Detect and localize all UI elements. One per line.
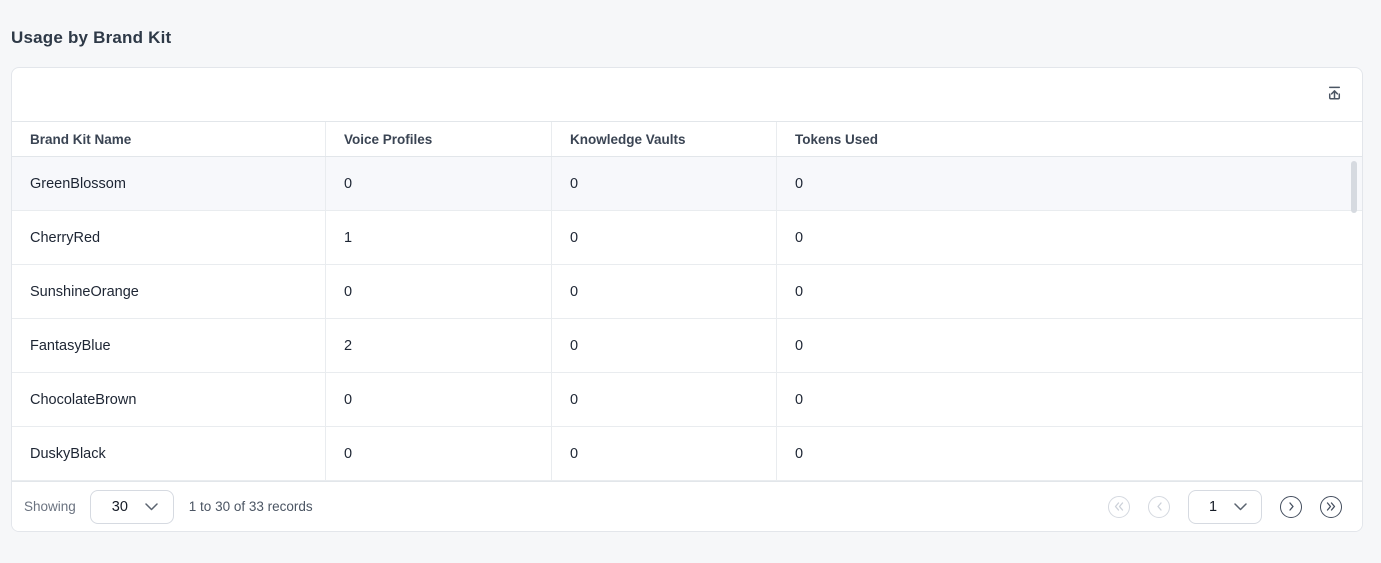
page-title: Usage by Brand Kit: [11, 28, 172, 47]
cell-knowledge-vaults: 0: [552, 319, 777, 372]
column-header-tokens-used: Tokens Used: [795, 131, 879, 147]
first-page-button[interactable]: [1108, 495, 1130, 518]
table-footer: Showing 30 1 to 30 of 33 records 1: [12, 481, 1362, 531]
table-body: GreenBlossom 0 0 0 CherryRed 1 0 0 Sunsh…: [12, 157, 1362, 481]
export-icon: [1326, 85, 1343, 105]
double-chevron-right-icon: [1326, 499, 1336, 514]
table-row[interactable]: FantasyBlue 2 0 0: [12, 319, 1362, 373]
usage-table-card: Brand Kit Name Voice Profiles Knowledge …: [11, 67, 1363, 532]
prev-page-button[interactable]: [1148, 495, 1170, 518]
cell-tokens-used: 0: [795, 283, 804, 300]
column-header-brand-kit-name: Brand Kit Name: [12, 122, 326, 156]
cell-tokens-used: 0: [795, 445, 804, 462]
cell-brand-kit-name: SunshineOrange: [12, 265, 326, 318]
table-row[interactable]: DuskyBlack 0 0 0: [12, 427, 1362, 481]
cell-voice-profiles: 1: [326, 211, 552, 264]
page-size-select[interactable]: 30: [89, 489, 174, 524]
scrollbar-thumb[interactable]: [1351, 161, 1357, 213]
cell-tokens-used: 0: [795, 175, 804, 192]
cell-knowledge-vaults: 0: [552, 427, 777, 480]
table-row[interactable]: ChocolateBrown 0 0 0: [12, 373, 1362, 427]
showing-label: Showing: [24, 499, 76, 514]
table-row[interactable]: CherryRed 1 0 0: [12, 211, 1362, 265]
double-chevron-left-icon: [1114, 499, 1124, 514]
cell-brand-kit-name: GreenBlossom: [12, 157, 326, 210]
column-header-voice-profiles: Voice Profiles: [326, 122, 552, 156]
chevron-down-icon: [145, 498, 158, 516]
table-header-row: Brand Kit Name Voice Profiles Knowledge …: [12, 121, 1362, 157]
current-page-value: 1: [1209, 498, 1218, 515]
table-row[interactable]: SunshineOrange 0 0 0: [12, 265, 1362, 319]
cell-voice-profiles: 0: [326, 157, 552, 210]
cell-voice-profiles: 0: [326, 265, 552, 318]
cell-knowledge-vaults: 0: [552, 211, 777, 264]
export-button[interactable]: [1322, 83, 1346, 107]
cell-tokens-used: 0: [795, 391, 804, 408]
cell-voice-profiles: 2: [326, 319, 552, 372]
cell-brand-kit-name: ChocolateBrown: [12, 373, 326, 426]
last-page-button[interactable]: [1320, 495, 1342, 518]
page-select[interactable]: 1: [1188, 489, 1262, 524]
cell-voice-profiles: 0: [326, 427, 552, 480]
cell-knowledge-vaults: 0: [552, 157, 777, 210]
cell-knowledge-vaults: 0: [552, 265, 777, 318]
table-row[interactable]: GreenBlossom 0 0 0: [12, 157, 1362, 211]
chevron-right-icon: [1288, 499, 1295, 514]
cell-brand-kit-name: FantasyBlue: [12, 319, 326, 372]
cell-voice-profiles: 0: [326, 373, 552, 426]
chevron-left-icon: [1156, 499, 1163, 514]
cell-brand-kit-name: DuskyBlack: [12, 427, 326, 480]
page-size-value: 30: [111, 498, 128, 515]
cell-knowledge-vaults: 0: [552, 373, 777, 426]
column-header-knowledge-vaults: Knowledge Vaults: [552, 122, 777, 156]
pagination: 1: [1108, 489, 1342, 524]
cell-tokens-used: 0: [795, 337, 804, 354]
table-toolbar: [12, 68, 1362, 121]
next-page-button[interactable]: [1280, 495, 1302, 518]
chevron-down-icon: [1234, 498, 1247, 516]
cell-tokens-used: 0: [795, 229, 804, 246]
cell-brand-kit-name: CherryRed: [12, 211, 326, 264]
records-range-text: 1 to 30 of 33 records: [188, 499, 313, 514]
